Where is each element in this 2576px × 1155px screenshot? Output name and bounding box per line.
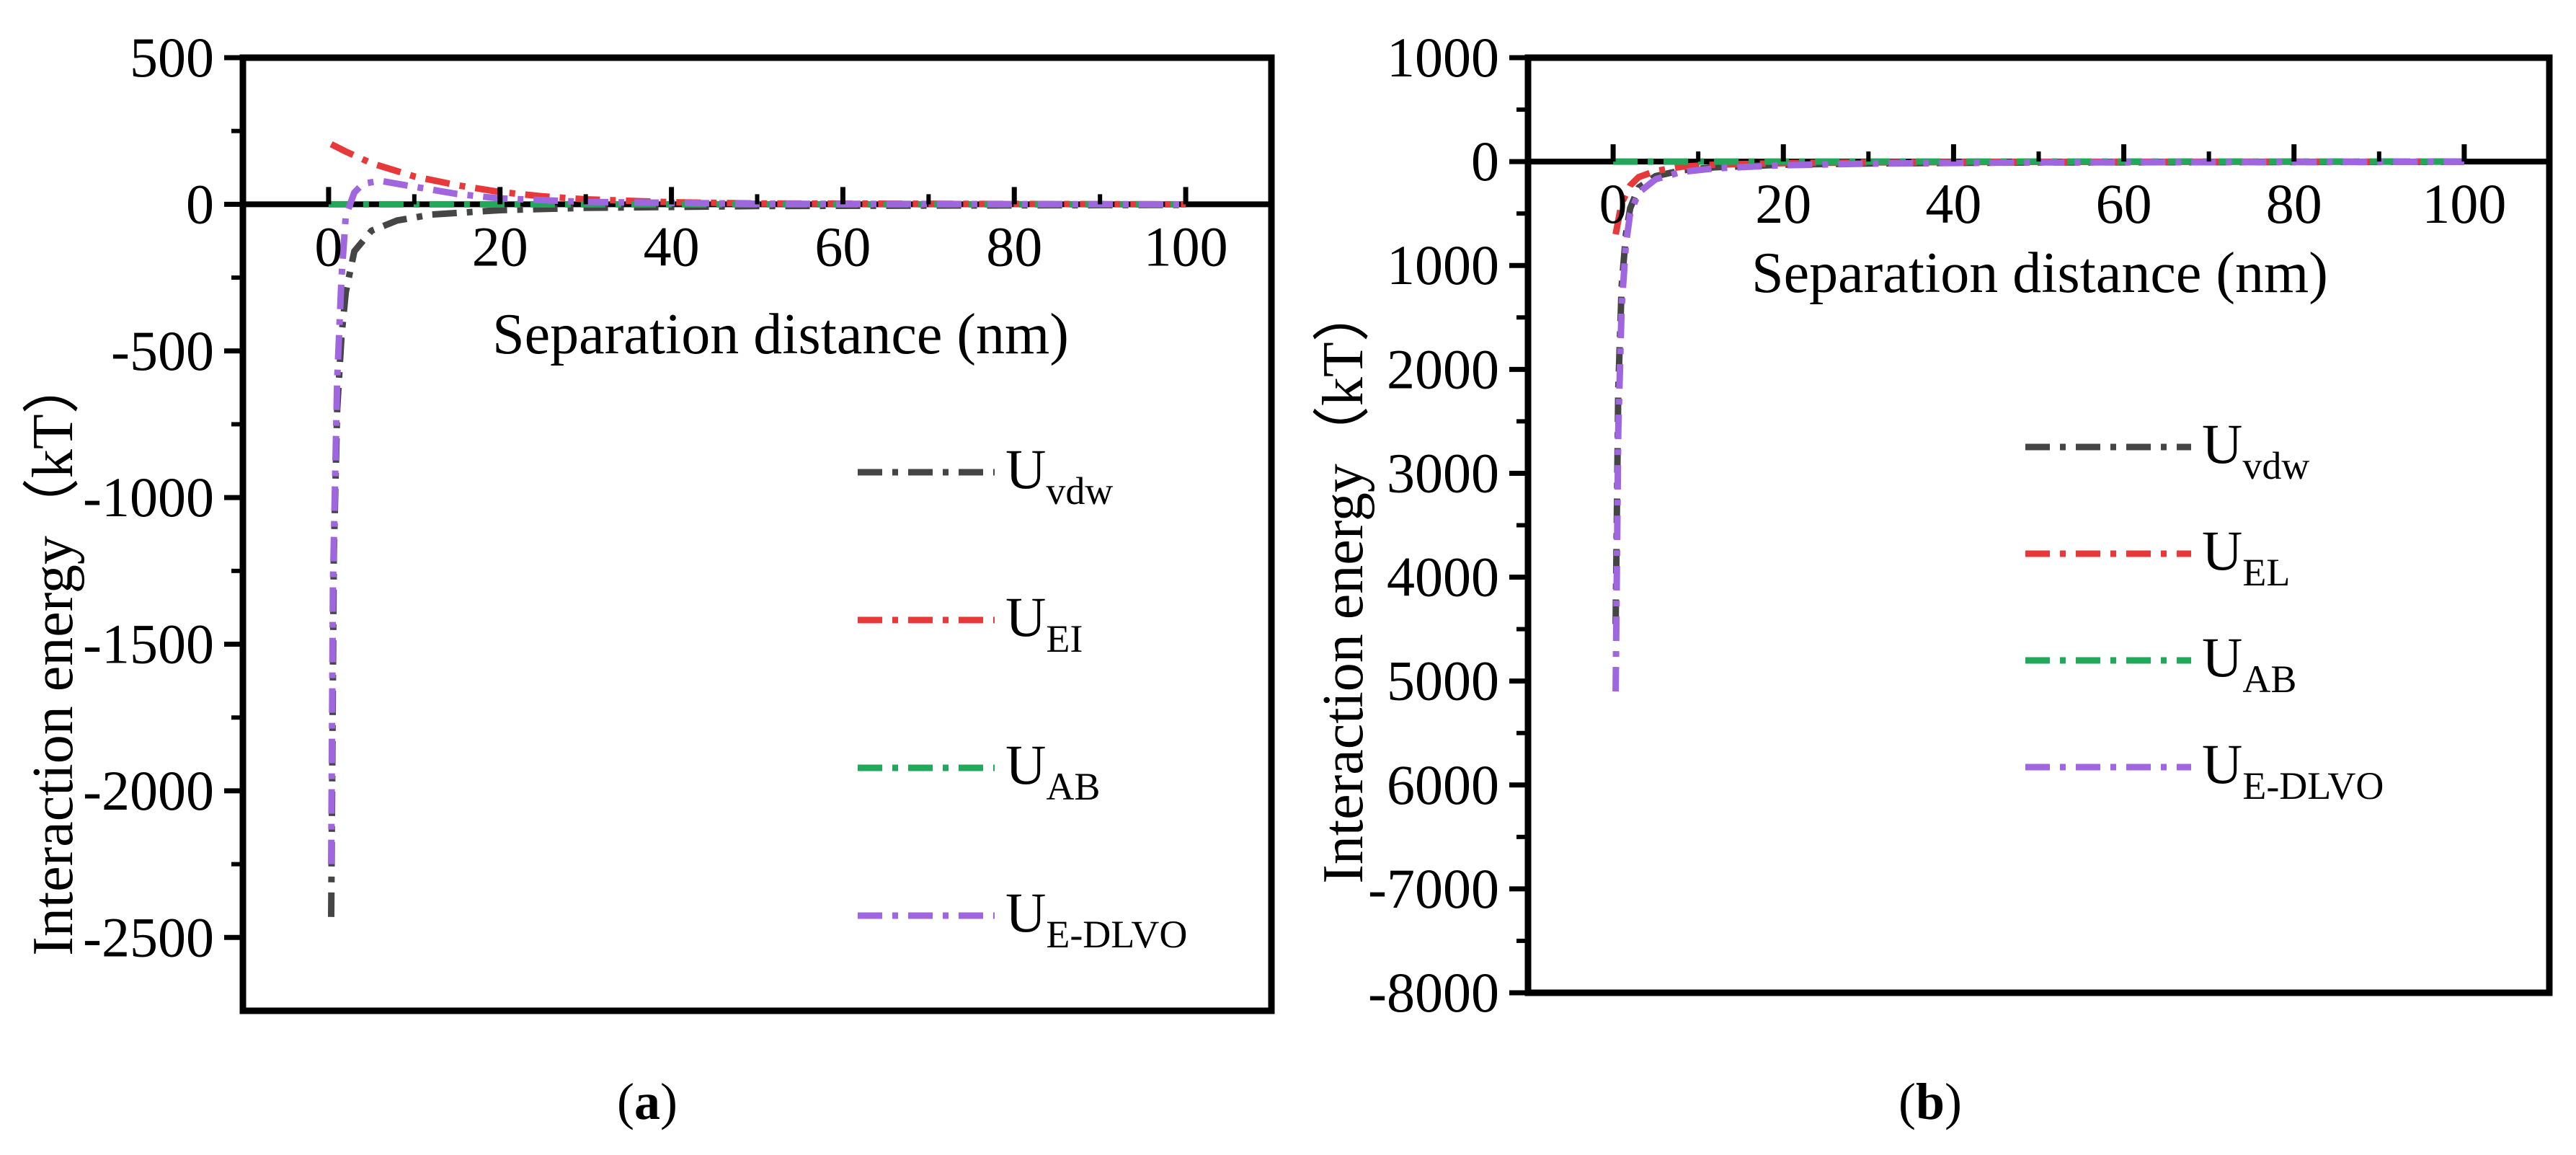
y-axis-label-a: Interaction energy（kT） <box>22 356 85 956</box>
legend-label-ab-a: UAB <box>1005 733 1100 808</box>
series-line-el-b <box>1612 158 2464 235</box>
y-tick-label-b: 6000 <box>1387 753 1499 816</box>
y-tick-label-b: 1000 <box>1387 26 1499 89</box>
x-tick-label-b: 20 <box>1755 172 1811 235</box>
y-tick-label-b: 5000 <box>1387 650 1499 712</box>
legend-label-ab-b: UAB <box>2202 626 2296 701</box>
y-tick-label-a: -1500 <box>83 613 214 676</box>
x-tick-label-a: 0 <box>314 215 342 278</box>
panel-b: 0 20 40 60 80 100 1000 0 1000 2000 3000 4000 5000 600… <box>1312 26 2553 1130</box>
caption-letter-a: a <box>634 1073 660 1130</box>
caption-letter-b: b <box>1916 1073 1945 1130</box>
legend-label-edlvo-b: UE-DLVO <box>2202 733 2384 807</box>
x-tick-label-a: 40 <box>644 215 700 278</box>
y-tick-label-b: -7000 <box>1368 857 1499 920</box>
y-tick-label-b: -8000 <box>1368 961 1499 1024</box>
series-layer-a <box>328 141 1186 917</box>
x-tick-label-a: 80 <box>986 215 1042 278</box>
x-axis-label-a: Separation distance (nm) <box>492 303 1069 366</box>
y-tick-label-a: 500 <box>130 26 214 89</box>
legend-label-edlvo-a: UE-DLVO <box>1005 881 1187 956</box>
series-line-edlvo-a <box>328 177 1186 864</box>
y-axis-label-b: Interaction energy（kT） <box>1312 284 1375 884</box>
legend-a: Uvdw UEI UAB UE-DLVO <box>858 438 1187 956</box>
x-tick-label-a: 20 <box>472 215 528 278</box>
x-tick-label-a: 100 <box>1144 215 1228 278</box>
y-tick-label-a: -1000 <box>83 466 214 528</box>
y-tick-label-b: 0 <box>1471 130 1499 192</box>
panel-a: 0 20 40 60 80 100 500 0 -500 -1000 -1500 -2000 -2500… <box>22 26 1275 1130</box>
x-tick-label-b: 40 <box>1925 172 1981 235</box>
y-tick-label-b: 3000 <box>1387 441 1499 504</box>
x-tick-label-b: 80 <box>2266 172 2322 235</box>
y-tick-label-a: -2500 <box>83 906 214 968</box>
series-line-edlvo-b <box>1612 158 2464 692</box>
legend-b: Uvdw UEL UAB UE-DLVO <box>2025 412 2384 807</box>
plot-frame-a <box>239 54 1275 1014</box>
y-tick-label-a: -500 <box>111 319 214 382</box>
caption-b: (b) <box>1898 1073 1962 1130</box>
x-tick-label-a: 60 <box>814 215 871 278</box>
legend-label-vdw-b: Uvdw <box>2202 412 2309 487</box>
x-tick-label-b: 0 <box>1599 172 1627 235</box>
y-tick-label-b: 1000 <box>1387 234 1499 296</box>
legend-label-el-b: UEL <box>2202 519 2290 594</box>
y-tick-label-a: 0 <box>186 172 214 235</box>
y-tick-label-a: -2000 <box>83 759 214 822</box>
caption-a: (a) <box>617 1073 678 1130</box>
y-tick-label-b: 2000 <box>1387 337 1499 400</box>
legend-label-vdw-a: Uvdw <box>1005 438 1113 513</box>
x-tick-label-b: 100 <box>2422 172 2506 235</box>
x-tick-label-b: 60 <box>2096 172 2152 235</box>
x-axis-label-b: Separation distance (nm) <box>1751 242 2328 305</box>
legend-label-ei-a: UEI <box>1005 585 1083 660</box>
y-tick-label-b: 4000 <box>1387 546 1499 609</box>
plot-frame-b <box>1524 54 2553 996</box>
